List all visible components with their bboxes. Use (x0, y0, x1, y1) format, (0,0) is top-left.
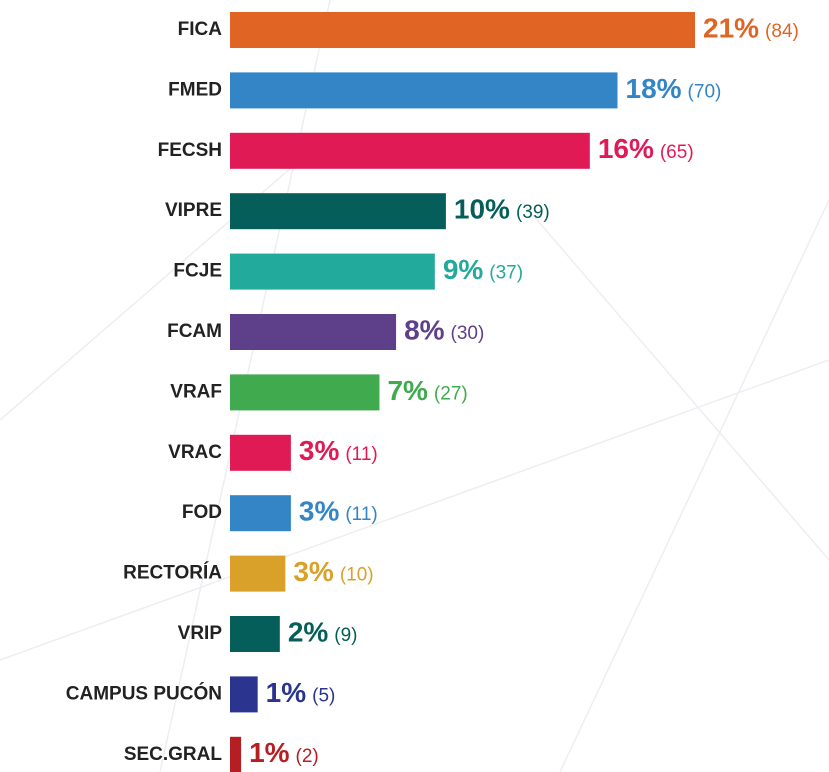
count-label: (2) (296, 746, 319, 767)
bar (230, 495, 291, 532)
percentage-label: 10% (454, 194, 510, 225)
category-label: VRIP (178, 623, 223, 644)
bar (230, 616, 280, 652)
bar (230, 72, 618, 109)
bar (230, 374, 380, 411)
percentage-label: 7% (387, 375, 428, 406)
count-label: (39) (516, 202, 550, 223)
count-label: (10) (340, 565, 374, 586)
category-label: FCJE (173, 261, 222, 282)
count-label: (65) (660, 142, 694, 163)
percentage-label: 3% (299, 496, 340, 527)
category-label: FOD (182, 502, 222, 523)
bar (230, 193, 446, 230)
category-label: RECTORÍA (123, 562, 222, 584)
percentage-label: 3% (299, 435, 340, 466)
category-label: FECSH (158, 140, 222, 161)
count-label: (84) (765, 21, 799, 42)
category-label: FICA (178, 19, 223, 40)
category-label: FCAM (167, 321, 222, 342)
category-label: CAMPUS PUCÓN (66, 682, 222, 704)
bar (230, 434, 291, 471)
count-label: (11) (345, 444, 377, 465)
percentage-label: 18% (626, 73, 682, 104)
category-label: SEC.GRAL (124, 744, 223, 765)
count-label: (70) (688, 81, 722, 102)
bar (230, 12, 695, 48)
percentage-label: 2% (288, 616, 329, 647)
bar (230, 253, 435, 290)
category-label: VRAC (168, 442, 222, 463)
percentage-label: 21% (703, 12, 759, 43)
percentage-label: 9% (443, 254, 484, 285)
bar (230, 555, 286, 592)
bar (230, 132, 590, 169)
percentage-label: 1% (266, 677, 307, 708)
count-label: (9) (334, 625, 357, 646)
count-label: (11) (345, 504, 377, 525)
bar (230, 736, 242, 772)
count-label: (37) (489, 263, 523, 284)
percentage-label: 1% (249, 737, 290, 768)
percentage-label: 16% (598, 133, 654, 164)
percentage-label: 3% (293, 556, 334, 587)
count-label: (5) (312, 685, 335, 706)
bar (230, 314, 397, 350)
percentage-label: 8% (404, 314, 445, 345)
category-label: FMED (168, 79, 222, 100)
category-label: VIPRE (165, 200, 222, 221)
count-label: (27) (434, 383, 468, 404)
bar (230, 676, 258, 713)
count-label: (30) (451, 323, 485, 344)
category-label: VRAF (170, 381, 222, 402)
